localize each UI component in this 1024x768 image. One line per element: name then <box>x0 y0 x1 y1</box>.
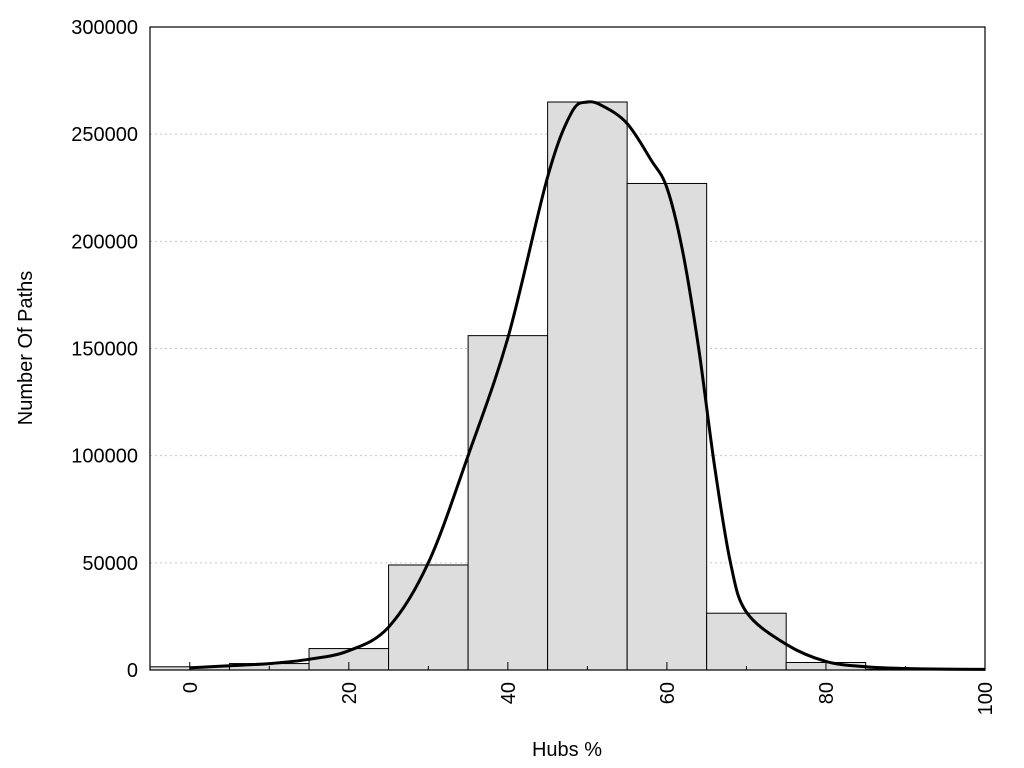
x-tick-label: 20 <box>339 682 361 704</box>
y-tick-label: 300000 <box>71 17 138 39</box>
x-tick-label: 60 <box>657 682 679 704</box>
y-tick-label: 200000 <box>71 231 138 253</box>
histogram-bar <box>547 101 628 671</box>
histogram-bar <box>706 612 787 671</box>
histogram-bar <box>626 182 708 671</box>
density-curve <box>189 100 986 671</box>
curve-layer <box>189 100 986 671</box>
y-tick-label: 50000 <box>82 553 138 575</box>
grid-lines <box>150 133 985 564</box>
x-tick-labels: 0 20 40 60 80 100 <box>180 682 997 715</box>
y-tick-label: 0 <box>127 660 138 682</box>
y-tick-labels: 0 50000 100000 150000 200000 250000 300000 <box>71 17 138 682</box>
y-tick-label: 150000 <box>71 339 138 361</box>
histogram-bar <box>467 335 549 671</box>
y-tick-label: 250000 <box>71 124 138 146</box>
x-tick-label: 0 <box>180 682 202 693</box>
bars <box>149 101 946 671</box>
x-tick-label: 40 <box>498 682 520 704</box>
ticks <box>189 662 986 670</box>
x-tick-label: 80 <box>816 682 838 704</box>
x-tick-label: 100 <box>975 682 997 715</box>
y-tick-label: 100000 <box>71 446 138 468</box>
plot-frame <box>149 26 986 671</box>
x-axis-label: Hubs % <box>532 739 602 761</box>
histogram-bar <box>388 564 469 671</box>
y-axis-label: Number Of Paths <box>15 271 37 426</box>
